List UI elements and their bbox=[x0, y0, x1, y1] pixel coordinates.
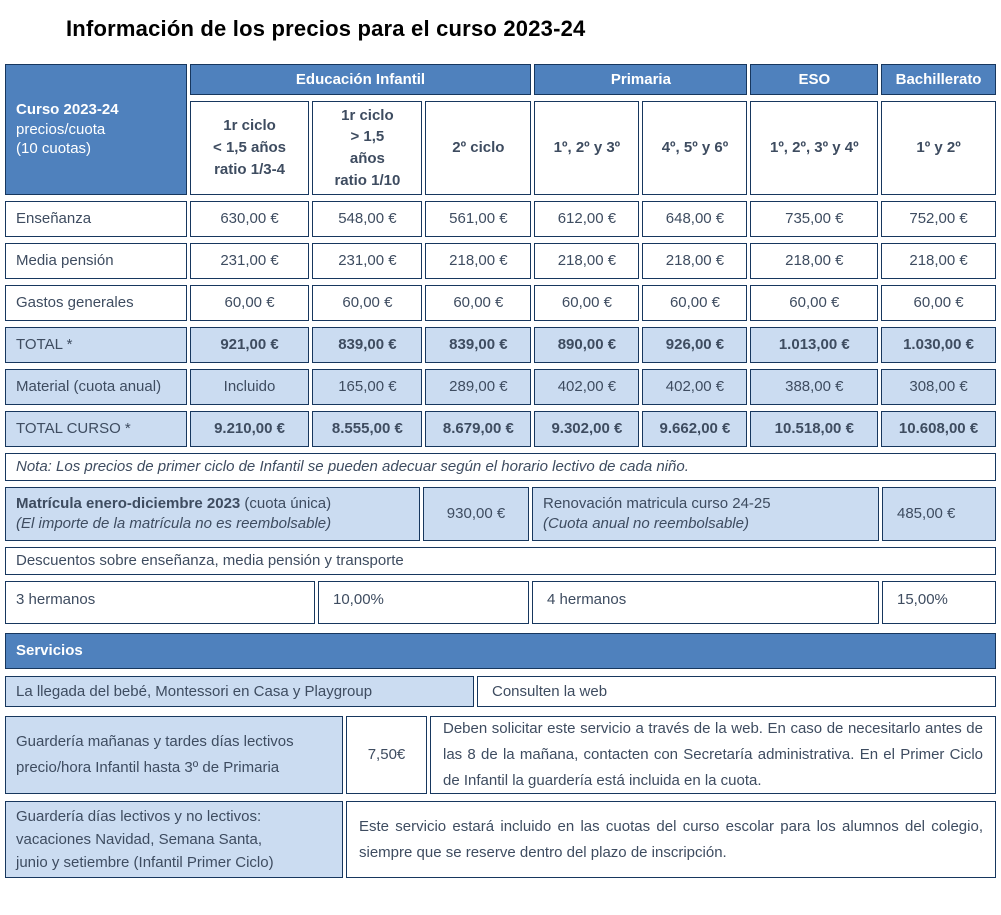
total-curso-cell: 8.679,00 € bbox=[425, 411, 532, 447]
discount-label-3-hermanos: 3 hermanos bbox=[5, 581, 315, 624]
corner-cell: Curso 2023-24 precios/cuota (10 cuotas) bbox=[5, 64, 187, 195]
guarderia-lectivos-label: Guardería mañanas y tardes días lectivos… bbox=[5, 716, 343, 794]
pricing-document: Curso 2023-24 precios/cuota (10 cuotas) … bbox=[5, 64, 996, 878]
matricula-label-bold: Matrícula enero-diciembre 2023 bbox=[16, 495, 241, 513]
group-header-primaria: Primaria bbox=[534, 64, 748, 95]
column-header-eso-cursos: 1º, 2º, 3º y 4º bbox=[750, 101, 879, 195]
price-cell: 402,00 € bbox=[534, 369, 640, 405]
price-table: Curso 2023-24 precios/cuota (10 cuotas) … bbox=[5, 64, 996, 447]
discount-value-3-hermanos: 10,00% bbox=[318, 581, 529, 624]
column-header-bachillerato-cursos: 1º y 2º bbox=[881, 101, 996, 195]
note-text: Nota: Los precios de primer ciclo de Inf… bbox=[5, 453, 996, 481]
price-cell: 561,00 € bbox=[425, 201, 532, 237]
servicios-bar-row: Servicios bbox=[5, 633, 996, 669]
column-header-1r-ciclo-menor: 1r ciclo < 1,5 años ratio 1/3-4 bbox=[189, 101, 310, 195]
row-label-gastos-generales: Gastos generales bbox=[5, 285, 187, 321]
servicio-llegada-row: La llegada del bebé, Montessori en Casa … bbox=[5, 676, 996, 707]
servicios-header: Servicios bbox=[5, 633, 996, 669]
row-label-ensenanza: Enseñanza bbox=[5, 201, 187, 237]
row-label-total: TOTAL * bbox=[5, 327, 187, 363]
group-header-eso: ESO bbox=[750, 64, 879, 95]
column-header-primaria-1-3: 1º, 2º y 3º bbox=[534, 101, 640, 195]
price-cell: 308,00 € bbox=[881, 369, 996, 405]
column-header-1r-ciclo-mayor: 1r ciclo > 1,5 años ratio 1/10 bbox=[312, 101, 423, 195]
total-curso-cell: 10.608,00 € bbox=[881, 411, 996, 447]
discount-value-4-hermanos: 15,00% bbox=[882, 581, 996, 624]
renovacion-note: (Cuota anual no reembolsable) bbox=[543, 515, 749, 532]
total-cell: 890,00 € bbox=[534, 327, 640, 363]
price-cell: 60,00 € bbox=[642, 285, 748, 321]
price-cell: 60,00 € bbox=[425, 285, 532, 321]
servicio-guarderia-vacaciones-row: Guardería días lectivos y no lectivos: v… bbox=[5, 801, 996, 878]
price-cell: 402,00 € bbox=[642, 369, 748, 405]
price-cell: 165,00 € bbox=[312, 369, 423, 405]
total-curso-cell: 8.555,00 € bbox=[312, 411, 423, 447]
price-cell: 218,00 € bbox=[750, 243, 879, 279]
servicio-guarderia-lectivos-row: Guardería mañanas y tardes días lectivos… bbox=[5, 716, 996, 794]
price-cell: 735,00 € bbox=[750, 201, 879, 237]
total-cell: 926,00 € bbox=[642, 327, 748, 363]
matricula-label-rest: (cuota única) bbox=[240, 495, 332, 513]
page-title: Información de los precios para el curso… bbox=[66, 16, 586, 41]
discount-label-4-hermanos: 4 hermanos bbox=[532, 581, 879, 624]
group-header-educacion-infantil: Educación Infantil bbox=[189, 64, 532, 95]
renovacion-label: Renovación matricula curso 24-25 bbox=[543, 495, 771, 513]
descuentos-header: Descuentos sobre enseñanza, media pensió… bbox=[5, 547, 996, 575]
row-label-material: Material (cuota anual) bbox=[5, 369, 187, 405]
price-cell: 752,00 € bbox=[881, 201, 996, 237]
price-cell: 218,00 € bbox=[881, 243, 996, 279]
total-curso-cell: 10.518,00 € bbox=[750, 411, 879, 447]
total-curso-cell: 9.210,00 € bbox=[189, 411, 310, 447]
total-cell: 921,00 € bbox=[189, 327, 310, 363]
total-cell: 1.030,00 € bbox=[881, 327, 996, 363]
guarderia-vacaciones-info: Este servicio estará incluido en las cuo… bbox=[346, 801, 996, 878]
price-cell: 218,00 € bbox=[534, 243, 640, 279]
price-cell: 289,00 € bbox=[425, 369, 532, 405]
price-cell: 612,00 € bbox=[534, 201, 640, 237]
price-cell: 218,00 € bbox=[642, 243, 748, 279]
price-cell: 60,00 € bbox=[189, 285, 310, 321]
price-cell: 231,00 € bbox=[189, 243, 310, 279]
row-label-media-pension: Media pensión bbox=[5, 243, 187, 279]
servicio-llegada-label: La llegada del bebé, Montessori en Casa … bbox=[5, 676, 474, 707]
matricula-label-cell: Matrícula enero-diciembre 2023 (cuota ún… bbox=[5, 487, 420, 541]
corner-sub-label-2: (10 cuotas) bbox=[16, 140, 92, 158]
price-cell: 218,00 € bbox=[425, 243, 532, 279]
total-curso-cell: 9.302,00 € bbox=[534, 411, 640, 447]
corner-course-label: Curso 2023-24 bbox=[16, 100, 119, 118]
corner-sub-label-1: precios/cuota bbox=[16, 120, 106, 138]
total-cell: 839,00 € bbox=[312, 327, 423, 363]
matricula-label: Matrícula enero-diciembre 2023 (cuota ún… bbox=[16, 494, 331, 514]
row-label-total-curso: TOTAL CURSO * bbox=[5, 411, 187, 447]
price-cell: 630,00 € bbox=[189, 201, 310, 237]
guarderia-lectivos-price: 7,50€ bbox=[346, 716, 427, 794]
renovacion-price: 485,00 € bbox=[882, 487, 996, 541]
guarderia-vacaciones-label: Guardería días lectivos y no lectivos: v… bbox=[5, 801, 343, 878]
total-cell: 1.013,00 € bbox=[750, 327, 879, 363]
price-cell: 60,00 € bbox=[750, 285, 879, 321]
renovacion-cell: Renovación matricula curso 24-25 (Cuota … bbox=[532, 487, 879, 541]
guarderia-lectivos-info: Deben solicitar este servicio a través d… bbox=[430, 716, 996, 794]
price-cell: 231,00 € bbox=[312, 243, 423, 279]
note-row: Nota: Los precios de primer ciclo de Inf… bbox=[5, 453, 996, 481]
price-cell: Incluido bbox=[189, 369, 310, 405]
column-header-primaria-4-6: 4º, 5º y 6º bbox=[642, 101, 748, 195]
price-cell: 388,00 € bbox=[750, 369, 879, 405]
price-cell: 648,00 € bbox=[642, 201, 748, 237]
price-cell: 60,00 € bbox=[881, 285, 996, 321]
price-cell: 548,00 € bbox=[312, 201, 423, 237]
descuentos-row: Descuentos sobre enseñanza, media pensió… bbox=[5, 547, 996, 575]
matricula-row: Matrícula enero-diciembre 2023 (cuota ún… bbox=[5, 487, 996, 541]
group-header-bachillerato: Bachillerato bbox=[881, 64, 996, 95]
total-curso-cell: 9.662,00 € bbox=[642, 411, 748, 447]
column-header-2-ciclo: 2º ciclo bbox=[425, 101, 532, 195]
servicio-llegada-info: Consulten la web bbox=[477, 676, 996, 707]
matricula-note: (El importe de la matrícula no es reembo… bbox=[16, 515, 332, 532]
matricula-price: 930,00 € bbox=[423, 487, 529, 541]
price-cell: 60,00 € bbox=[534, 285, 640, 321]
total-cell: 839,00 € bbox=[425, 327, 532, 363]
price-cell: 60,00 € bbox=[312, 285, 423, 321]
hermanos-row: 3 hermanos 10,00% 4 hermanos 15,00% bbox=[5, 581, 996, 624]
